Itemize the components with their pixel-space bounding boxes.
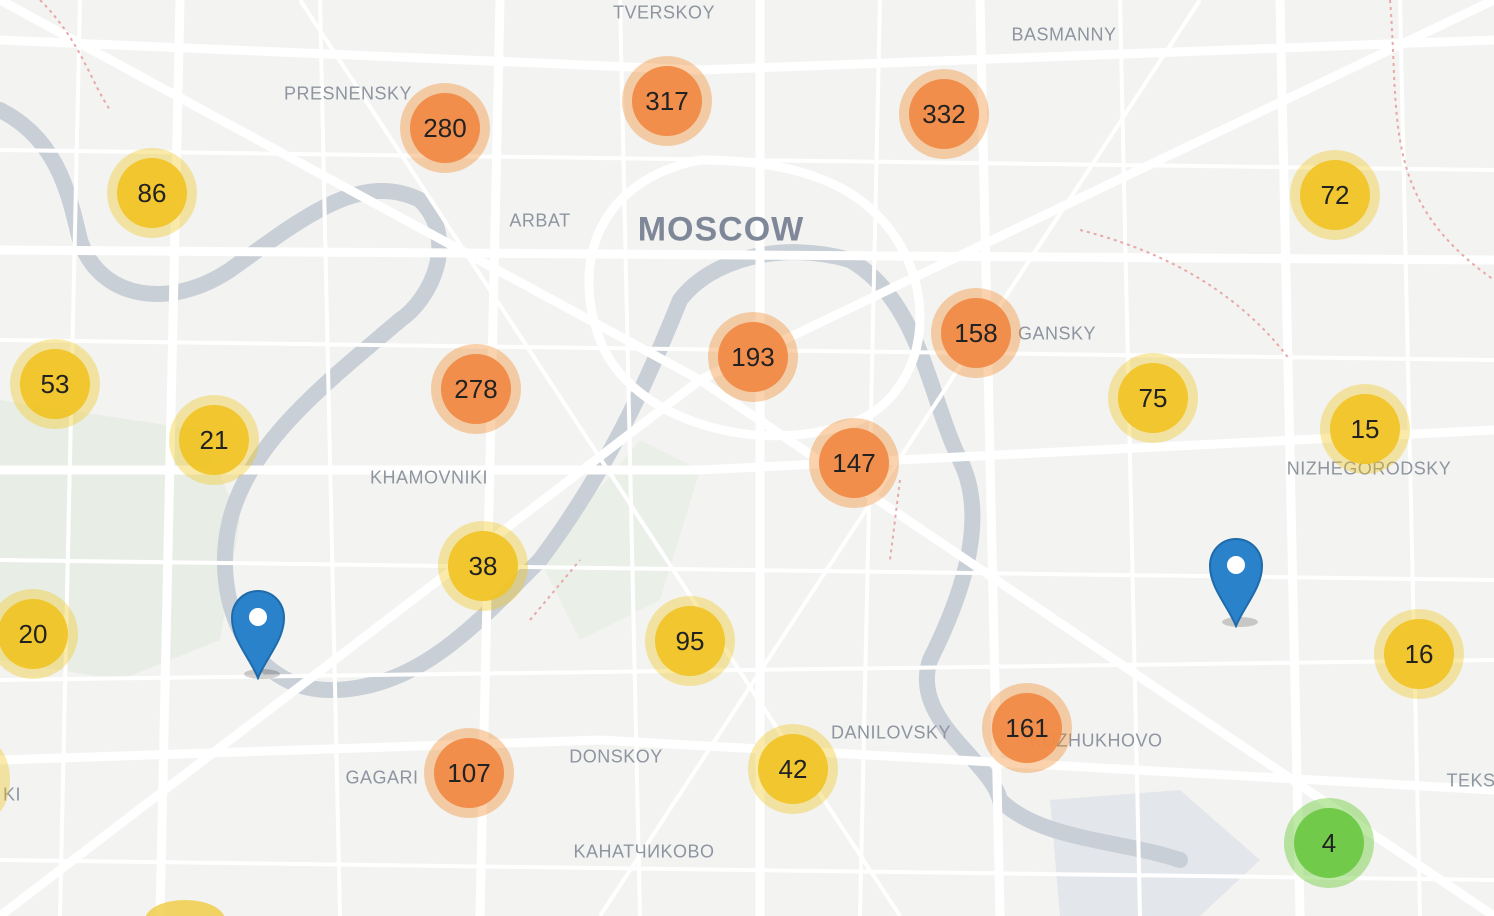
cluster-count: 193 xyxy=(718,322,788,392)
district-label-khamovniki: KHAMOVNIKI xyxy=(369,467,489,488)
marker-cluster-21[interactable]: 21 xyxy=(169,395,259,485)
marker-cluster-161[interactable]: 161 xyxy=(982,683,1072,773)
cluster-count: 15 xyxy=(1330,394,1400,464)
marker-cluster-86[interactable]: 86 xyxy=(107,148,197,238)
marker-cluster-4[interactable]: 4 xyxy=(1284,798,1374,888)
map-pin-icon[interactable] xyxy=(228,588,288,681)
marker-cluster-147[interactable]: 147 xyxy=(809,418,899,508)
marker-cluster-278[interactable]: 278 xyxy=(431,344,521,434)
marker-cluster-72[interactable]: 72 xyxy=(1290,150,1380,240)
marker-cluster-partial-bottom[interactable] xyxy=(145,900,225,916)
cluster-count: 278 xyxy=(441,354,511,424)
marker-cluster-42[interactable]: 42 xyxy=(748,724,838,814)
marker-cluster-158[interactable]: 158 xyxy=(931,288,1021,378)
marker-cluster-193[interactable]: 193 xyxy=(708,312,798,402)
cluster-count: 53 xyxy=(20,349,90,419)
district-label-nizhegorodsky: NIZHEGORODSKY xyxy=(1286,458,1452,479)
marker-cluster-75[interactable]: 75 xyxy=(1108,353,1198,443)
city-label-moscow: MOSCOW xyxy=(637,210,805,249)
cluster-count: 21 xyxy=(179,405,249,475)
district-label-basmanny: BASMANNY xyxy=(1011,24,1117,45)
marker-cluster-317[interactable]: 317 xyxy=(622,56,712,146)
cluster-count: 95 xyxy=(655,606,725,676)
district-label-gagarinsky: GAGARI xyxy=(345,767,419,788)
marker-cluster-53[interactable]: 53 xyxy=(10,339,100,429)
district-label-pechatniki: TEKS xyxy=(1446,770,1494,791)
cluster-count: 317 xyxy=(632,66,702,136)
marker-cluster-15[interactable]: 15 xyxy=(1320,384,1410,474)
cluster-count: 147 xyxy=(819,428,889,498)
cluster-count: 75 xyxy=(1118,363,1188,433)
cluster-count: 280 xyxy=(410,93,480,163)
district-label-donskoy: DONSKOY xyxy=(569,746,663,767)
cluster-count: 16 xyxy=(1384,619,1454,689)
marker-cluster-107[interactable]: 107 xyxy=(424,728,514,818)
marker-cluster-95[interactable]: 95 xyxy=(645,596,735,686)
district-label-kotlovka: KAHATЧИKOBO xyxy=(573,841,715,862)
cluster-count: 161 xyxy=(992,693,1062,763)
cluster-count: 20 xyxy=(0,599,68,669)
cluster-count: 107 xyxy=(434,738,504,808)
map-pin-icon[interactable] xyxy=(1206,536,1266,629)
cluster-count: 332 xyxy=(909,79,979,149)
district-label-presnensky: PRESNENSKY xyxy=(283,83,413,104)
district-label-ramenki: KI xyxy=(2,784,22,805)
marker-cluster-partial-left[interactable] xyxy=(0,740,10,820)
marker-cluster-16[interactable]: 16 xyxy=(1374,609,1464,699)
district-label-arbat: ARBAT xyxy=(509,210,571,231)
marker-cluster-332[interactable]: 332 xyxy=(899,69,989,159)
marker-cluster-280[interactable]: 280 xyxy=(400,83,490,173)
cluster-count: 42 xyxy=(758,734,828,804)
marker-cluster-38[interactable]: 38 xyxy=(438,521,528,611)
cluster-count: 38 xyxy=(448,531,518,601)
district-label-danilovsky: DANILOVSKY xyxy=(830,722,952,743)
cluster-count: 158 xyxy=(941,298,1011,368)
marker-cluster-20[interactable]: 20 xyxy=(0,589,78,679)
cluster-count: 86 xyxy=(117,158,187,228)
district-label-tagansky: GANSKY xyxy=(1017,323,1097,344)
cluster-count: 72 xyxy=(1300,160,1370,230)
cluster-count: 4 xyxy=(1294,808,1364,878)
district-label-tverskoy: TVERSKOY xyxy=(612,2,716,23)
district-label-kozhukhovo: KOZHUKHOVO xyxy=(1029,730,1163,751)
